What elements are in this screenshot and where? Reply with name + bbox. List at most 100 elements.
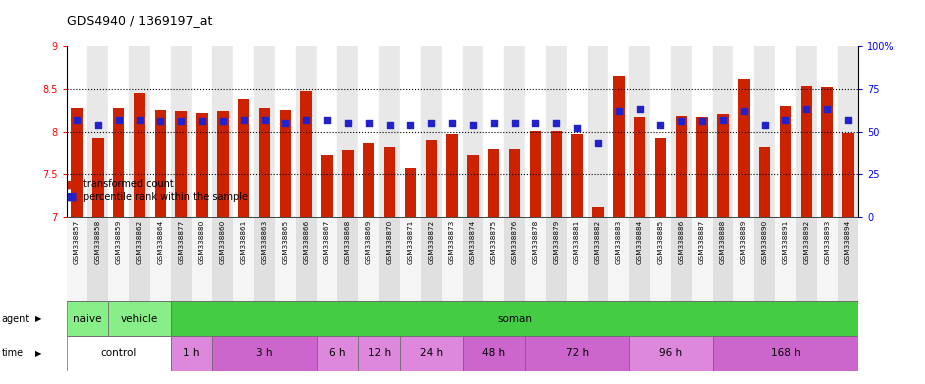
Bar bbox=[67, 301, 108, 336]
Bar bbox=[629, 217, 650, 301]
Text: GSM338894: GSM338894 bbox=[845, 220, 851, 264]
Point bbox=[153, 118, 167, 124]
Text: time: time bbox=[2, 348, 24, 358]
Text: GSM338877: GSM338877 bbox=[179, 220, 184, 264]
Text: GSM338872: GSM338872 bbox=[428, 220, 434, 264]
Text: GSM338870: GSM338870 bbox=[387, 220, 392, 264]
Text: GSM338867: GSM338867 bbox=[324, 220, 330, 264]
Point bbox=[257, 116, 272, 122]
Point bbox=[299, 116, 314, 122]
Point bbox=[632, 106, 647, 113]
Text: GSM338885: GSM338885 bbox=[658, 220, 663, 264]
Bar bbox=[108, 217, 130, 301]
Bar bbox=[400, 336, 462, 371]
Point bbox=[611, 108, 626, 114]
Text: GSM338888: GSM338888 bbox=[720, 220, 726, 264]
Text: GSM338893: GSM338893 bbox=[824, 220, 830, 264]
Text: GSM338882: GSM338882 bbox=[595, 220, 601, 264]
Bar bbox=[150, 217, 171, 301]
Bar bbox=[275, 217, 296, 301]
Bar bbox=[71, 108, 82, 217]
Bar bbox=[634, 117, 646, 217]
Bar bbox=[108, 301, 171, 336]
Bar bbox=[213, 46, 233, 217]
Text: 6 h: 6 h bbox=[329, 348, 346, 358]
Text: GSM338857: GSM338857 bbox=[74, 220, 80, 264]
Bar bbox=[504, 217, 525, 301]
Bar bbox=[213, 217, 233, 301]
Bar bbox=[338, 46, 358, 217]
Bar bbox=[609, 46, 629, 217]
Bar bbox=[692, 217, 712, 301]
Bar bbox=[675, 116, 687, 217]
Bar bbox=[108, 46, 130, 217]
Text: GSM338876: GSM338876 bbox=[512, 220, 518, 264]
Text: GSM338875: GSM338875 bbox=[491, 220, 497, 264]
Text: GSM338869: GSM338869 bbox=[365, 220, 372, 264]
Point bbox=[507, 120, 522, 126]
Text: naive: naive bbox=[73, 314, 102, 324]
Bar bbox=[525, 46, 546, 217]
Bar bbox=[550, 131, 562, 217]
Point bbox=[174, 118, 189, 124]
Bar bbox=[758, 147, 771, 217]
Point bbox=[194, 118, 209, 124]
Bar bbox=[800, 86, 812, 217]
Bar bbox=[817, 217, 837, 301]
Bar bbox=[712, 336, 858, 371]
Text: ■: ■ bbox=[67, 179, 77, 189]
Point bbox=[362, 120, 376, 126]
Point bbox=[653, 122, 668, 128]
Bar bbox=[609, 217, 629, 301]
Bar bbox=[134, 93, 145, 217]
Point bbox=[340, 120, 355, 126]
Bar bbox=[316, 336, 358, 371]
Bar bbox=[546, 217, 567, 301]
Bar bbox=[154, 110, 166, 217]
Text: GSM338890: GSM338890 bbox=[761, 220, 768, 264]
Bar bbox=[712, 46, 734, 217]
Point bbox=[841, 116, 856, 122]
Bar bbox=[88, 46, 108, 217]
Point bbox=[132, 116, 147, 122]
Text: GSM338892: GSM338892 bbox=[803, 220, 809, 264]
Bar bbox=[379, 46, 400, 217]
Bar bbox=[384, 147, 395, 217]
Point bbox=[590, 141, 605, 147]
Text: 48 h: 48 h bbox=[482, 348, 505, 358]
Bar bbox=[837, 217, 858, 301]
Bar bbox=[650, 217, 671, 301]
Bar bbox=[447, 134, 458, 217]
Text: GSM338858: GSM338858 bbox=[95, 220, 101, 264]
Text: 24 h: 24 h bbox=[420, 348, 443, 358]
Text: GSM338883: GSM338883 bbox=[616, 220, 622, 264]
Text: GSM338873: GSM338873 bbox=[449, 220, 455, 264]
Point bbox=[216, 118, 230, 124]
Bar bbox=[697, 117, 708, 217]
Bar bbox=[254, 217, 275, 301]
Text: GSM338866: GSM338866 bbox=[303, 220, 309, 264]
Point bbox=[445, 120, 460, 126]
Bar bbox=[171, 46, 191, 217]
Text: 3 h: 3 h bbox=[256, 348, 273, 358]
Bar bbox=[655, 138, 666, 217]
Point bbox=[674, 118, 689, 124]
Point bbox=[549, 120, 563, 126]
Text: transformed count: transformed count bbox=[83, 179, 174, 189]
Bar bbox=[754, 46, 775, 217]
Text: GSM338891: GSM338891 bbox=[783, 220, 788, 264]
Point bbox=[736, 108, 751, 114]
Text: 72 h: 72 h bbox=[565, 348, 588, 358]
Bar bbox=[441, 46, 462, 217]
Point bbox=[320, 116, 335, 122]
Bar bbox=[233, 46, 254, 217]
Bar bbox=[504, 46, 525, 217]
Point bbox=[403, 122, 418, 128]
Text: GSM338878: GSM338878 bbox=[533, 220, 538, 264]
Bar bbox=[546, 46, 567, 217]
Text: GSM338874: GSM338874 bbox=[470, 220, 476, 264]
Bar bbox=[400, 217, 421, 301]
Point bbox=[69, 116, 84, 122]
Point bbox=[424, 120, 438, 126]
Bar bbox=[738, 79, 749, 217]
